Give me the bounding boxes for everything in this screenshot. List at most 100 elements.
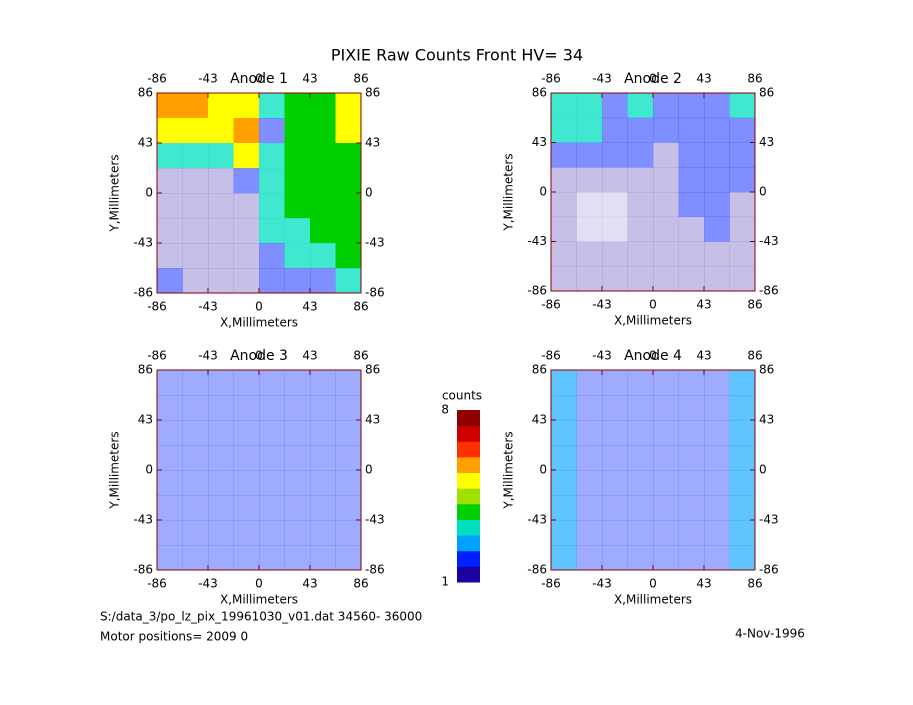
heatmap-cell <box>551 216 577 242</box>
heatmap-cell <box>653 266 679 292</box>
heatmap-cell <box>157 495 183 521</box>
x-tick-label-top: -86 <box>541 72 561 86</box>
heatmap-cell <box>233 420 260 446</box>
heatmap-cell <box>335 420 362 446</box>
heatmap-cell <box>310 218 336 244</box>
x-tick-label-top: -43 <box>592 72 612 86</box>
heatmap-cell <box>551 470 577 496</box>
heatmap-cell <box>627 445 654 471</box>
heatmap-cell <box>157 268 183 294</box>
heatmap-cell <box>602 545 628 571</box>
heatmap-cell <box>310 370 336 396</box>
heatmap-cell <box>284 168 311 194</box>
heatmap-cell <box>602 93 628 119</box>
heatmap-cell <box>627 520 654 546</box>
heatmap-cell <box>310 445 336 471</box>
heatmap-cell <box>233 218 260 244</box>
heatmap-cell <box>310 193 336 219</box>
y-axis-label: Y,Millimeters <box>502 153 516 231</box>
x-axis-label: X,Millimeters <box>614 314 692 328</box>
heatmap-cell <box>182 243 209 269</box>
heatmap-cell <box>310 168 336 194</box>
heatmap-cell <box>208 93 234 119</box>
x-tick-label: -43 <box>592 577 612 591</box>
heatmap-cell <box>653 445 679 471</box>
heatmap-cell <box>678 142 705 168</box>
heatmap-cell <box>157 118 183 144</box>
colorbar-segment <box>457 566 480 583</box>
heatmap-cell <box>233 268 260 294</box>
heatmap-cell <box>157 445 183 471</box>
heatmap-cell <box>335 168 362 194</box>
heatmap-cell <box>335 470 362 496</box>
heatmap-cell <box>310 395 336 421</box>
heatmap-cell <box>704 216 730 242</box>
heatmap-cell <box>284 470 311 496</box>
x-tick-label-top: 43 <box>696 349 711 363</box>
heatmap-cell <box>653 216 679 242</box>
heatmap-cell <box>653 495 679 521</box>
heatmap-cell <box>551 395 577 421</box>
x-tick-label-top: -86 <box>147 349 167 363</box>
y-tick-label: 86 <box>532 86 547 100</box>
y-tick-label: 0 <box>145 463 153 477</box>
heatmap-cell <box>233 445 260 471</box>
heatmap-cell <box>729 142 756 168</box>
heatmap-cell <box>627 495 654 521</box>
heatmap-cell <box>284 370 311 396</box>
heatmap-cell <box>157 545 183 571</box>
heatmap-cell <box>208 545 234 571</box>
heatmap-cell <box>729 216 756 242</box>
heatmap-cell <box>259 545 285 571</box>
heatmap-cell <box>729 266 756 292</box>
x-axis-label: X,Millimeters <box>220 593 298 607</box>
y-tick-label: -86 <box>133 286 153 300</box>
heatmap-cell <box>576 445 603 471</box>
colorbar-tick-label: 1 <box>441 575 449 589</box>
heatmap-cell <box>627 241 654 267</box>
x-tick-label-top: 0 <box>255 72 263 86</box>
heatmap-cell <box>729 167 756 193</box>
heatmap-cell <box>602 445 628 471</box>
heatmap-cell <box>335 143 362 169</box>
x-tick-label-top: 43 <box>696 72 711 86</box>
heatmap-cell <box>284 520 311 546</box>
heatmap-cell <box>182 520 209 546</box>
x-tick-label-top: 0 <box>255 349 263 363</box>
heatmap-cell <box>551 167 577 193</box>
heatmap-cell <box>576 420 603 446</box>
heatmap-cell <box>627 192 654 218</box>
heatmap-cell <box>208 395 234 421</box>
y-tick-label-right: 43 <box>365 413 380 427</box>
heatmap-cell <box>627 545 654 571</box>
heatmap-cell <box>284 420 311 446</box>
heatmap-cell <box>182 168 209 194</box>
heatmap-cell <box>259 420 285 446</box>
heatmap-cell <box>310 545 336 571</box>
x-tick-label: -43 <box>592 298 612 312</box>
heatmap-cell <box>653 93 679 119</box>
heatmap-cell <box>182 143 209 169</box>
heatmap-cell <box>678 420 705 446</box>
heatmap-cell <box>704 520 730 546</box>
heatmap-cell <box>182 93 209 119</box>
y-tick-label: 86 <box>138 363 153 377</box>
heatmap-cell <box>551 142 577 168</box>
heatmap-cell <box>259 93 285 119</box>
y-tick-label-right: -86 <box>759 284 779 298</box>
x-tick-label-top: -86 <box>147 72 167 86</box>
y-tick-label: 0 <box>539 463 547 477</box>
heatmap-cell <box>335 520 362 546</box>
heatmap-cell <box>627 395 654 421</box>
heatmap-cell <box>208 218 234 244</box>
heatmap-cell <box>627 266 654 292</box>
heatmap-cell <box>704 167 730 193</box>
heatmap-cell <box>551 495 577 521</box>
x-tick-label-top: 86 <box>747 349 762 363</box>
heatmap-cell <box>576 167 603 193</box>
x-tick-label: -86 <box>147 300 167 314</box>
heatmap-cell <box>284 545 311 571</box>
heatmap-cell <box>310 118 336 144</box>
heatmap-cell <box>678 395 705 421</box>
colorbar-label: counts <box>442 389 482 403</box>
